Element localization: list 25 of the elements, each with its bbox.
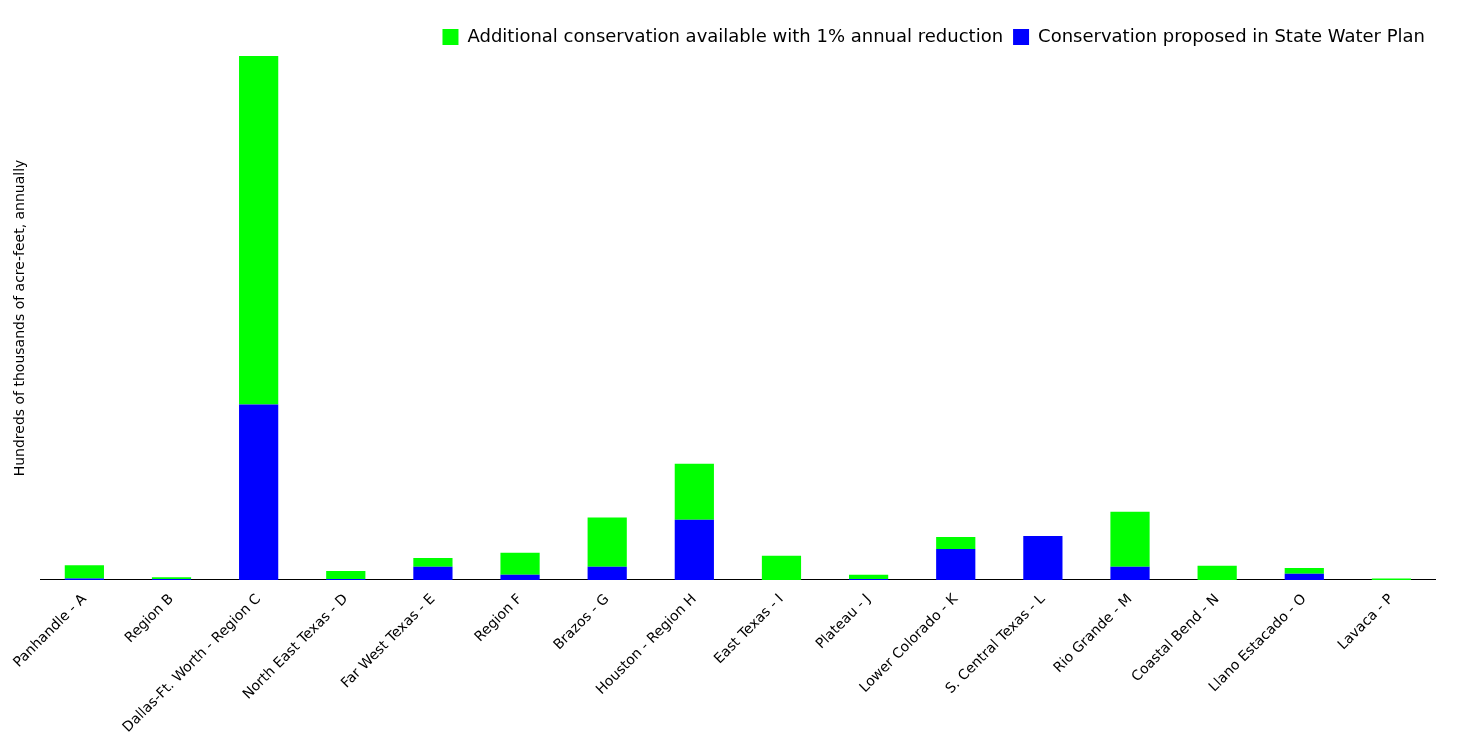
bar — [326, 571, 366, 579]
bar — [1284, 567, 1324, 574]
bar — [413, 566, 453, 580]
y-axis-title: Hundreds of thousands of acre-feet, annually — [11, 159, 28, 477]
legend-label: Additional conservation available with 1% annual reduction — [467, 24, 1004, 46]
bar — [239, 404, 279, 580]
bar — [936, 537, 976, 550]
bar — [674, 463, 714, 520]
legend-label: Conservation proposed in State Water Plan — [1038, 24, 1426, 46]
bar — [587, 517, 627, 567]
bar — [1023, 535, 1063, 580]
bar — [1284, 573, 1324, 580]
bar — [64, 565, 104, 579]
bar — [500, 552, 540, 575]
bar — [239, 56, 279, 405]
bar — [849, 574, 889, 579]
bar — [1197, 565, 1237, 580]
bar — [413, 557, 453, 567]
bar — [1110, 566, 1150, 580]
bar — [674, 519, 714, 580]
bar — [761, 555, 802, 580]
bar — [1110, 511, 1150, 567]
bar — [587, 566, 627, 580]
bar — [500, 574, 540, 580]
bar — [936, 549, 976, 580]
